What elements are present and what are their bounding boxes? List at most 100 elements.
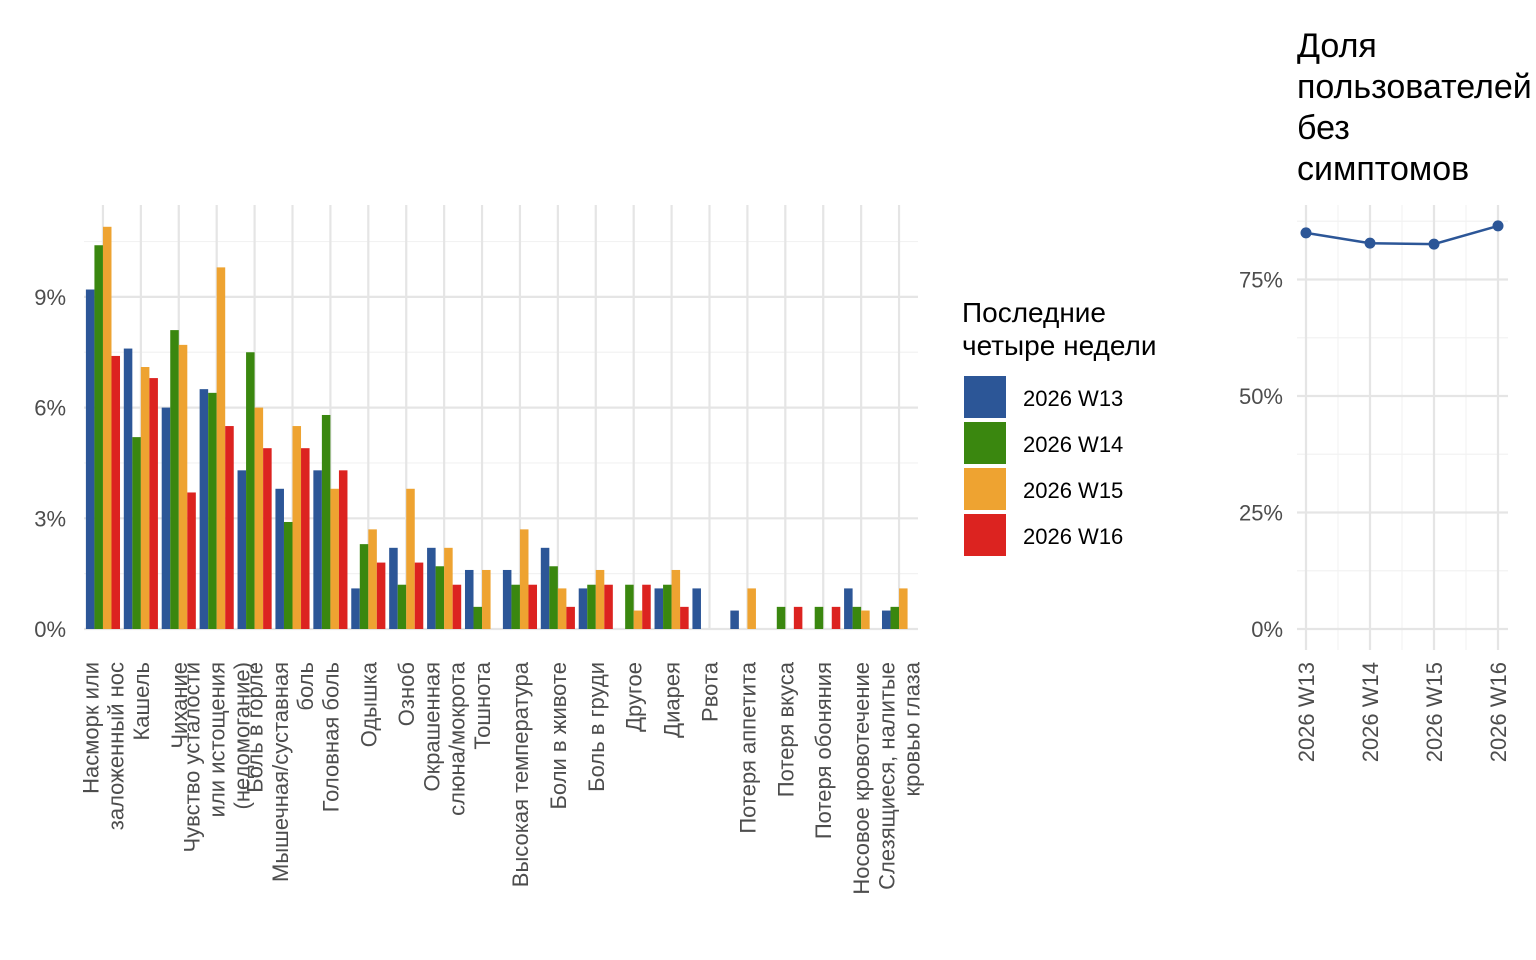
bar-2026-w14-9: [397, 584, 407, 629]
line-title-line: без: [1297, 109, 1350, 147]
line-chart-grid: [1297, 205, 1508, 650]
bar-2026-w16-12: [528, 584, 538, 629]
bar-2026-w13-14: [578, 588, 588, 629]
bar-2026-w15-14: [595, 569, 605, 629]
line-title-line: Доля: [1297, 27, 1377, 65]
x-tick-label: Потеря вкуса: [773, 661, 798, 797]
x-tick-label-line: Другое: [622, 662, 647, 732]
line-point-2026-w15: [1428, 238, 1440, 250]
x-tick-label-line: Озноб: [394, 662, 419, 726]
x-tick-label: Окрашеннаяслюна/мокрота: [420, 661, 470, 816]
bar-chart-y-axis: 0% 3% 6% 9%: [34, 285, 66, 642]
x-tick-label-line: Потеря вкуса: [773, 661, 798, 797]
x-tick-label: Тошнота: [470, 661, 495, 749]
x-tick-label: Головная боль: [318, 662, 343, 812]
bar-2026-w16-2: [149, 378, 158, 629]
x-tick-label-line: Боли в животе: [546, 662, 571, 810]
x-tick-label-line: Слезящиеся, налитые: [875, 662, 900, 890]
bar-2026-w14-22: [890, 606, 900, 629]
bar-2026-w14-14: [587, 584, 596, 629]
y-tick-label: 6%: [34, 396, 66, 421]
x-tick-label-line: Окрашенная: [420, 662, 445, 792]
bar-2026-w16-13: [566, 606, 575, 629]
bar-chart-bars: [85, 226, 908, 630]
bar-2026-w14-10: [435, 566, 445, 629]
bar-2026-w13-11: [464, 569, 474, 629]
x-tick-label: Мышечная/суставнаяболь: [268, 662, 318, 882]
line-title-line: пользователей: [1297, 68, 1532, 106]
bar-2026-w14-5: [246, 352, 255, 629]
x-tick-label: Потеря аппетита: [735, 661, 760, 833]
x-tick-label-line: Чувство усталости: [180, 662, 205, 852]
bar-2026-w15-7: [330, 488, 339, 629]
line-y-tick-label: 75%: [1239, 268, 1283, 293]
bar-2026-w15-1: [102, 226, 112, 630]
line-y-tick-label: 50%: [1239, 384, 1283, 409]
legend-label-2026-w13: 2026 W13: [1023, 386, 1123, 411]
bar-2026-w14-3: [170, 330, 179, 629]
x-tick-label-line: Потеря аппетита: [735, 661, 760, 833]
bar-2026-w13-4: [199, 389, 209, 629]
x-tick-label: Озноб: [394, 662, 419, 726]
bar-2026-w13-10: [427, 547, 436, 629]
bar-2026-w14-8: [359, 544, 369, 629]
line-series-path: [1305, 224, 1499, 246]
bar-2026-w15-12: [519, 529, 529, 629]
bar-2026-w15-6: [292, 426, 302, 629]
legend-label-2026-w15: 2026 W15: [1023, 478, 1123, 503]
legend-title-line: четыре недели: [962, 330, 1156, 361]
bar-2026-w13-6: [275, 488, 284, 629]
bar-2026-w13-9: [389, 547, 398, 629]
line-x-tick-label-text: 2026 W13: [1294, 662, 1319, 762]
x-tick-label-line: Диарея: [660, 662, 685, 738]
bar-2026-w15-16: [671, 569, 681, 629]
bar-2026-w15-18: [747, 588, 756, 629]
x-tick-label-line: Боль в груди: [584, 662, 609, 792]
bar-2026-w15-3: [178, 344, 188, 629]
bar-2026-w15-21: [861, 610, 870, 629]
x-tick-label: Рвота: [698, 661, 723, 722]
x-tick-label: Чувство усталостиили истощения(недомоган…: [180, 662, 255, 852]
x-tick-label-line: Мышечная/суставная: [268, 662, 293, 882]
x-tick-label: Одышка: [356, 661, 381, 747]
x-tick-label-line: кровью глаза: [900, 661, 925, 796]
bar-chart-panel: 0% 3% 6% 9% Насморк илизаложенный нос Кашель…: [34, 205, 925, 895]
x-tick-label: Другое: [622, 662, 647, 732]
bar-2026-w15-22: [899, 588, 908, 629]
x-tick-label-line: Боль в горле: [243, 662, 268, 793]
bar-2026-w13-12: [502, 569, 512, 629]
bar-2026-w16-3: [187, 492, 196, 629]
line-y-tick-label: 0%: [1251, 617, 1283, 642]
line-chart-series: [1300, 220, 1504, 250]
x-tick-label-line: Тошнота: [470, 661, 495, 749]
bar-2026-w14-13: [549, 566, 558, 629]
x-tick-label-line: Чихание: [167, 662, 192, 749]
line-title-line: симптомов: [1297, 150, 1469, 188]
x-tick-label: Боли в животе: [546, 662, 571, 810]
x-tick-label-line: Рвота: [698, 661, 723, 722]
line-point-2026-w14: [1364, 237, 1376, 249]
x-tick-label-line: Кашель: [129, 662, 154, 741]
bar-2026-w14-20: [814, 606, 824, 629]
bar-2026-w16-15: [642, 584, 651, 629]
legend-swatch-2026-w15: [964, 468, 1006, 510]
line-y-tick-label: 25%: [1239, 501, 1283, 526]
line-x-tick-label-text: 2026 W14: [1358, 662, 1383, 762]
bar-2026-w14-7: [321, 414, 331, 629]
bar-2026-w13-2: [123, 348, 133, 629]
x-tick-label: Слезящиеся, налитыекровью глаза: [875, 661, 925, 890]
bar-2026-w14-16: [663, 584, 672, 629]
x-tick-label: Потеря обоняния: [811, 662, 836, 839]
bar-2026-w16-5: [263, 448, 272, 629]
legend-swatch-2026-w16: [964, 514, 1006, 556]
legend-title-line: Последние: [962, 297, 1106, 328]
x-tick-label: Диарея: [660, 662, 685, 738]
x-tick-label-line: Насморк или: [78, 662, 103, 794]
bar-2026-w13-22: [881, 610, 891, 629]
bar-2026-w13-21: [844, 588, 853, 629]
y-tick-label: 9%: [34, 285, 66, 310]
line-chart-x-axis: 2026 W13 2026 W14 2026 W15 2026 W16: [1294, 662, 1511, 762]
bar-2026-w16-10: [452, 584, 462, 629]
